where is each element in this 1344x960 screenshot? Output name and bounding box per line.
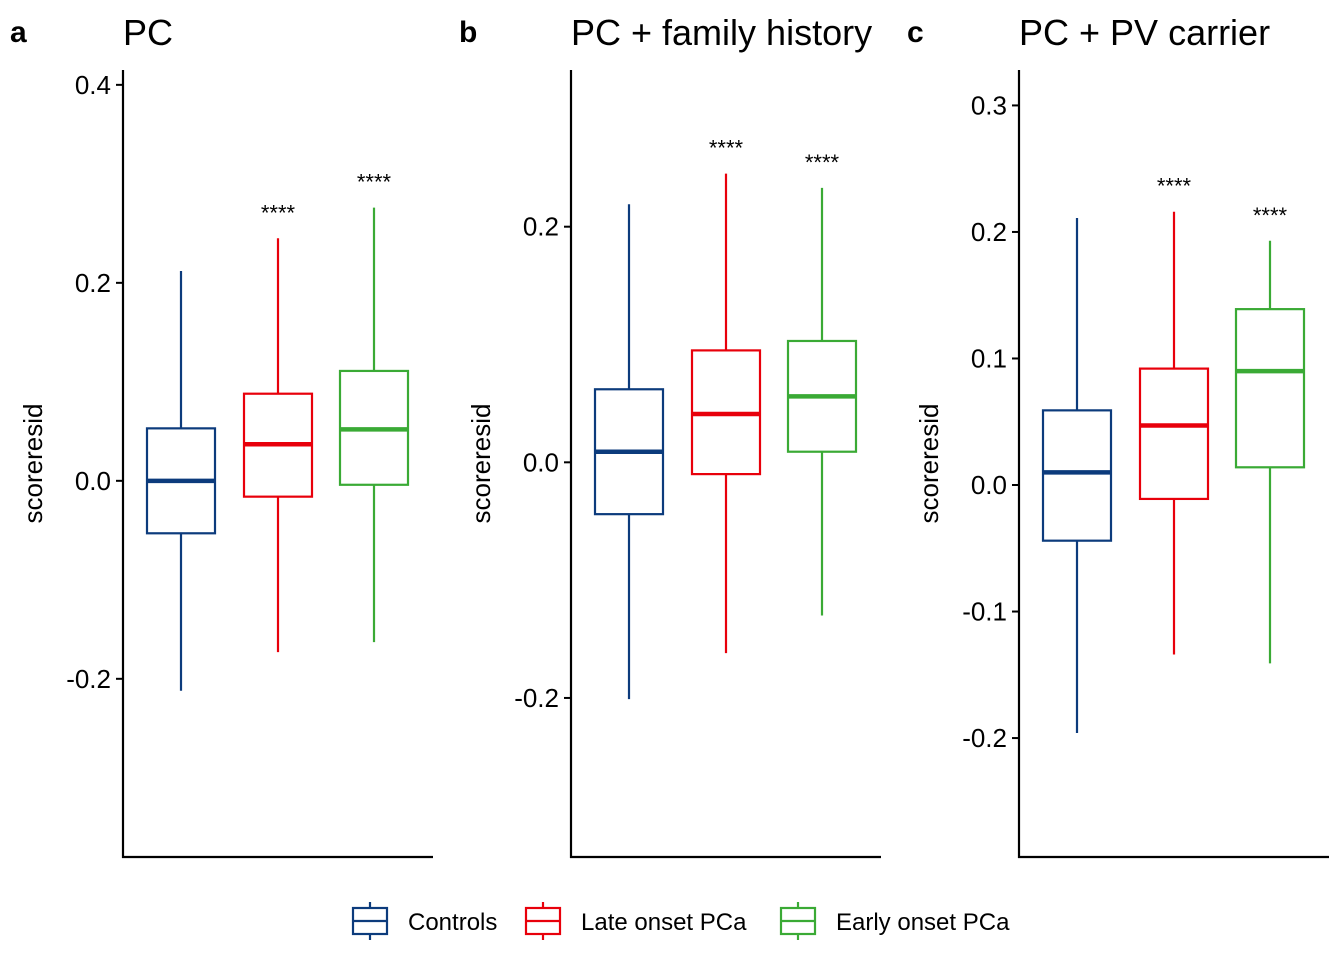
iqr-box bbox=[1234, 308, 1306, 469]
box-late-onset-pca: **** bbox=[690, 136, 762, 654]
y-tick-label: -0.2 bbox=[514, 683, 559, 713]
panel-letter: b bbox=[459, 16, 477, 49]
significance-label: **** bbox=[805, 150, 840, 175]
legend-key bbox=[524, 902, 562, 940]
y-tick-label: 0.2 bbox=[971, 217, 1007, 247]
iqr-box bbox=[1138, 367, 1210, 501]
legend-item-late-onset-pca: Late onset PCa bbox=[524, 902, 747, 940]
y-tick-label: 0.3 bbox=[971, 90, 1007, 120]
box-controls bbox=[145, 270, 217, 691]
legend-item-early-onset-pca: Early onset PCa bbox=[779, 902, 1010, 940]
panel-b: b PC + family history scoreresid -0.2 0.0 0.2… bbox=[459, 12, 881, 859]
legend-key bbox=[351, 902, 389, 940]
legend: Controls Late onset PCa Early onset PCa bbox=[351, 902, 1010, 940]
iqr-box bbox=[1041, 409, 1113, 542]
y-axis-title: scoreresid bbox=[466, 404, 496, 524]
box-late-onset-pca: **** bbox=[1138, 174, 1210, 655]
panel-letter: c bbox=[907, 16, 924, 49]
significance-label: **** bbox=[1157, 174, 1192, 199]
y-axis-title: scoreresid bbox=[914, 404, 944, 524]
y-tick-label: -0.2 bbox=[962, 723, 1007, 753]
y-tick-label: 0.2 bbox=[523, 212, 559, 242]
significance-label: **** bbox=[261, 200, 296, 225]
panel-c: c PC + PV carrier scoreresid -0.2 -0.1 0.0 0.1… bbox=[907, 12, 1329, 859]
panel-title: PC + family history bbox=[571, 12, 872, 53]
y-tick-label: 0.1 bbox=[971, 343, 1007, 373]
significance-label: **** bbox=[357, 170, 392, 195]
legend-label: Early onset PCa bbox=[836, 909, 1010, 936]
panel-title: PC bbox=[123, 12, 173, 53]
significance-label: **** bbox=[709, 136, 744, 161]
y-tick-label: -0.1 bbox=[962, 597, 1007, 627]
box-late-onset-pca: **** bbox=[242, 200, 314, 653]
box-controls bbox=[593, 204, 665, 700]
box-controls bbox=[1041, 218, 1113, 734]
y-axis-title: scoreresid bbox=[18, 404, 48, 524]
y-tick-label: 0.0 bbox=[523, 447, 559, 477]
box-early-onset-pca: **** bbox=[338, 170, 410, 643]
significance-label: **** bbox=[1253, 203, 1288, 228]
panels: a PC scoreresid -0.2 0.0 0.2 0.4 **** **** b PC + … bbox=[10, 12, 1329, 859]
panel-a: a PC scoreresid -0.2 0.0 0.2 0.4 **** **** bbox=[10, 12, 433, 859]
panel-title: PC + PV carrier bbox=[1019, 12, 1270, 53]
y-tick-label: -0.2 bbox=[66, 664, 111, 694]
y-tick-label: 0.0 bbox=[971, 470, 1007, 500]
y-tick-label: 0.4 bbox=[75, 70, 111, 100]
y-tick-label: 0.2 bbox=[75, 268, 111, 298]
legend-label: Controls bbox=[408, 909, 497, 936]
legend-key bbox=[779, 902, 817, 940]
legend-label: Late onset PCa bbox=[581, 909, 747, 936]
box-early-onset-pca: **** bbox=[1234, 203, 1306, 664]
panel-letter: a bbox=[10, 16, 27, 49]
box-early-onset-pca: **** bbox=[786, 150, 858, 616]
y-tick-label: 0.0 bbox=[75, 466, 111, 496]
legend-item-controls: Controls bbox=[351, 902, 497, 940]
